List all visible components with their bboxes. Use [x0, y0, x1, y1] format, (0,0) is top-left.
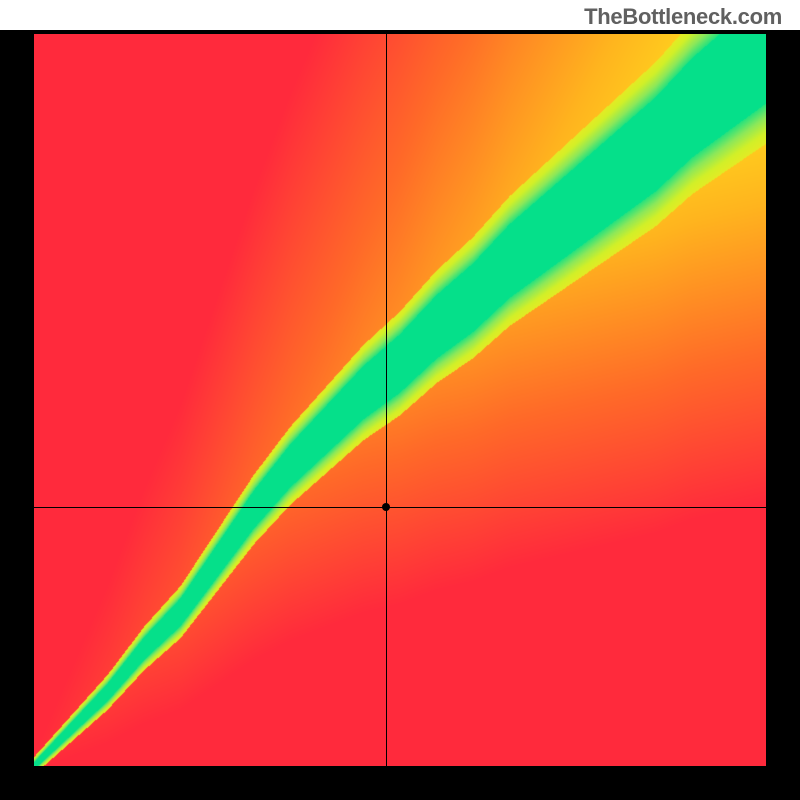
attribution-text: TheBottleneck.com: [584, 4, 782, 30]
chart-frame: [0, 30, 800, 800]
chart-container: TheBottleneck.com: [0, 0, 800, 800]
bottleneck-heatmap: [34, 34, 766, 766]
